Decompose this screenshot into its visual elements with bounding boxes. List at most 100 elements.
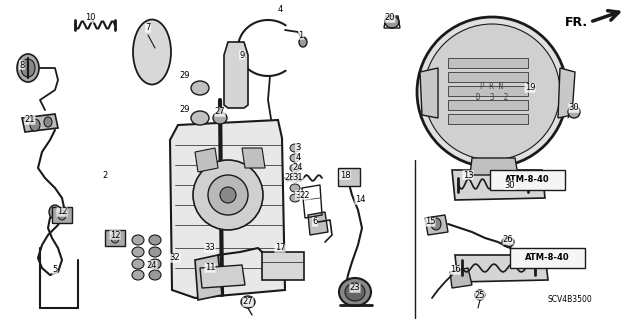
Text: 11: 11 bbox=[205, 263, 215, 272]
Text: 7: 7 bbox=[145, 24, 150, 33]
Text: 19: 19 bbox=[525, 84, 535, 93]
FancyBboxPatch shape bbox=[510, 248, 585, 268]
Text: 27: 27 bbox=[243, 298, 253, 307]
Text: 10: 10 bbox=[84, 13, 95, 23]
Text: 30: 30 bbox=[569, 103, 579, 113]
Text: 28: 28 bbox=[285, 174, 295, 182]
Text: 5: 5 bbox=[52, 265, 58, 275]
Text: 22: 22 bbox=[300, 190, 310, 199]
Text: 29: 29 bbox=[180, 106, 190, 115]
Polygon shape bbox=[558, 68, 575, 118]
Circle shape bbox=[220, 187, 236, 203]
Text: 30: 30 bbox=[505, 181, 515, 189]
Text: 24: 24 bbox=[147, 261, 157, 270]
Ellipse shape bbox=[21, 59, 35, 77]
Text: 13: 13 bbox=[463, 170, 474, 180]
FancyBboxPatch shape bbox=[262, 252, 304, 280]
Text: 3: 3 bbox=[295, 190, 301, 199]
FancyBboxPatch shape bbox=[338, 168, 360, 186]
Text: 23: 23 bbox=[349, 284, 360, 293]
Text: 17: 17 bbox=[275, 243, 285, 253]
Ellipse shape bbox=[213, 112, 227, 124]
Polygon shape bbox=[455, 255, 548, 282]
Ellipse shape bbox=[502, 237, 514, 247]
Ellipse shape bbox=[345, 283, 365, 301]
Ellipse shape bbox=[149, 235, 161, 245]
Polygon shape bbox=[170, 120, 285, 298]
Text: 33: 33 bbox=[205, 243, 216, 253]
Text: 3: 3 bbox=[295, 144, 301, 152]
Text: 1: 1 bbox=[298, 31, 303, 40]
Text: 18: 18 bbox=[340, 170, 350, 180]
Polygon shape bbox=[200, 265, 245, 288]
Text: 4: 4 bbox=[277, 5, 283, 14]
Ellipse shape bbox=[290, 144, 300, 152]
Ellipse shape bbox=[30, 119, 40, 131]
Text: 32: 32 bbox=[170, 254, 180, 263]
Ellipse shape bbox=[290, 154, 300, 162]
FancyBboxPatch shape bbox=[448, 114, 528, 124]
Ellipse shape bbox=[385, 16, 399, 28]
Ellipse shape bbox=[149, 270, 161, 280]
Text: 26: 26 bbox=[502, 235, 513, 244]
Polygon shape bbox=[450, 268, 472, 288]
Text: 12: 12 bbox=[57, 207, 67, 217]
Ellipse shape bbox=[17, 54, 39, 82]
Ellipse shape bbox=[431, 218, 441, 230]
FancyBboxPatch shape bbox=[490, 170, 565, 190]
Ellipse shape bbox=[290, 194, 300, 202]
Polygon shape bbox=[308, 212, 328, 235]
Ellipse shape bbox=[290, 164, 300, 172]
Ellipse shape bbox=[44, 117, 52, 127]
Text: 4: 4 bbox=[296, 153, 301, 162]
Polygon shape bbox=[470, 158, 518, 175]
Text: 15: 15 bbox=[425, 218, 435, 226]
Polygon shape bbox=[22, 114, 58, 132]
Text: 14: 14 bbox=[355, 196, 365, 204]
Text: 12: 12 bbox=[109, 231, 120, 240]
Polygon shape bbox=[425, 215, 448, 235]
Polygon shape bbox=[195, 255, 222, 300]
Polygon shape bbox=[242, 148, 265, 168]
Ellipse shape bbox=[290, 174, 300, 182]
Ellipse shape bbox=[191, 81, 209, 95]
Text: 9: 9 bbox=[239, 50, 244, 60]
Ellipse shape bbox=[149, 259, 161, 269]
Polygon shape bbox=[452, 170, 545, 200]
Ellipse shape bbox=[132, 270, 144, 280]
Polygon shape bbox=[52, 207, 72, 223]
Ellipse shape bbox=[241, 296, 255, 308]
Text: 24: 24 bbox=[292, 164, 303, 173]
Ellipse shape bbox=[132, 247, 144, 257]
Text: 21: 21 bbox=[25, 115, 35, 124]
Ellipse shape bbox=[49, 205, 61, 219]
Ellipse shape bbox=[149, 247, 161, 257]
FancyBboxPatch shape bbox=[448, 72, 528, 82]
Circle shape bbox=[505, 180, 515, 190]
Polygon shape bbox=[195, 148, 218, 172]
Circle shape bbox=[568, 106, 580, 118]
Circle shape bbox=[193, 160, 263, 230]
Polygon shape bbox=[224, 42, 248, 108]
Text: 29: 29 bbox=[180, 70, 190, 79]
Text: 8: 8 bbox=[19, 61, 25, 70]
Text: P R N
D  3  2: P R N D 3 2 bbox=[476, 82, 508, 102]
Text: ATM-8-40: ATM-8-40 bbox=[505, 175, 550, 184]
Ellipse shape bbox=[290, 184, 300, 192]
Ellipse shape bbox=[132, 259, 144, 269]
Ellipse shape bbox=[339, 278, 371, 306]
Text: 16: 16 bbox=[450, 265, 460, 275]
Ellipse shape bbox=[133, 19, 171, 85]
Ellipse shape bbox=[111, 233, 119, 243]
Polygon shape bbox=[105, 230, 125, 246]
Text: 27: 27 bbox=[214, 108, 225, 116]
Ellipse shape bbox=[191, 111, 209, 125]
Text: 6: 6 bbox=[312, 218, 317, 226]
Text: ATM-8-40: ATM-8-40 bbox=[525, 254, 570, 263]
Text: 25: 25 bbox=[475, 291, 485, 300]
Circle shape bbox=[417, 17, 567, 167]
Ellipse shape bbox=[132, 235, 144, 245]
Text: 2: 2 bbox=[102, 170, 108, 180]
Ellipse shape bbox=[299, 37, 307, 47]
Text: 20: 20 bbox=[385, 13, 396, 23]
